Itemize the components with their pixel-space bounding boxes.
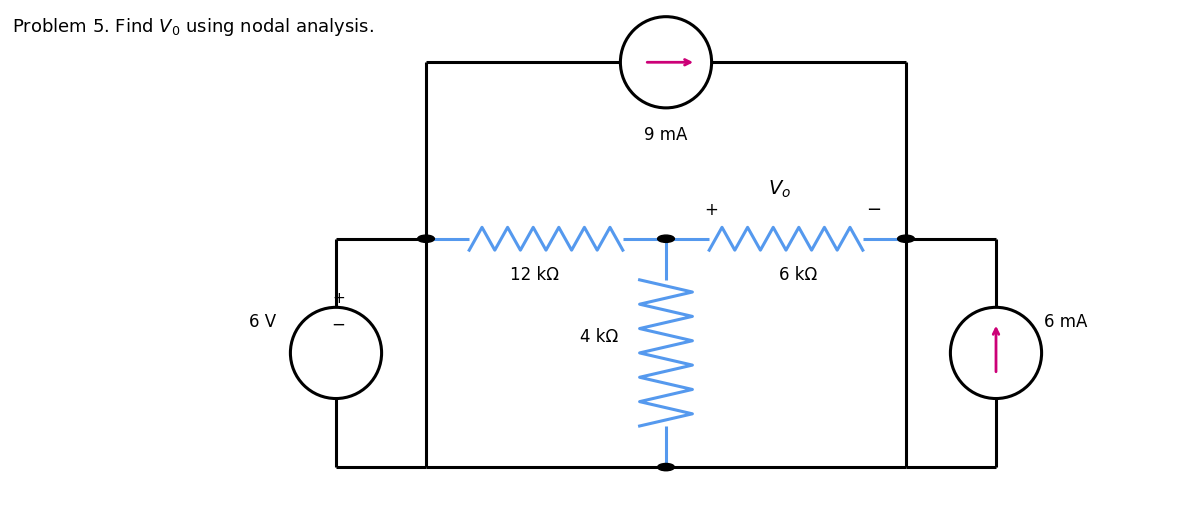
Text: 9 mA: 9 mA [644,126,688,144]
Text: Problem 5. Find $V_0$ using nodal analysis.: Problem 5. Find $V_0$ using nodal analys… [12,16,374,37]
Text: 6 V: 6 V [248,313,276,331]
Circle shape [418,235,434,242]
Text: 4 kΩ: 4 kΩ [580,329,618,346]
Text: +: + [704,201,719,219]
Text: 12 kΩ: 12 kΩ [510,266,558,284]
Circle shape [898,235,914,242]
Circle shape [658,235,674,242]
Text: −: − [866,201,881,219]
Text: 6 kΩ: 6 kΩ [779,266,817,284]
Text: −: − [331,316,346,333]
Text: $V_o$: $V_o$ [768,179,791,200]
Text: 6 mA: 6 mA [1044,313,1087,331]
Circle shape [658,463,674,471]
Text: +: + [332,291,344,306]
